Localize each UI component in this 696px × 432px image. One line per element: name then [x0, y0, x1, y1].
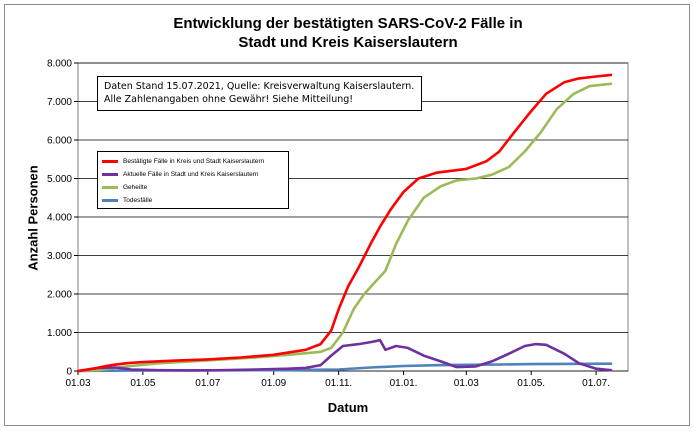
- legend-label-deaths: Todesfälle: [123, 197, 153, 204]
- x-tick-label: 01.01.: [390, 378, 418, 389]
- legend-label-active: Aktuelle Fälle in Stadt und Kreis Kaiser…: [123, 171, 259, 178]
- legend-item: Geheilte: [102, 181, 284, 194]
- legend-label-confirmed: Bestätigte Fälle in Kreis und Stadt Kais…: [123, 158, 265, 165]
- x-tick-label: 01.03: [454, 378, 479, 389]
- y-tick-label: 6.000: [47, 136, 72, 147]
- x-tick-label: 01.03: [65, 378, 90, 389]
- x-tick-label: 01.09: [261, 378, 286, 389]
- chart-title-line-2: Stadt und Kreis Kaiserslautern: [238, 34, 458, 51]
- legend-swatch-recovered: [102, 186, 118, 189]
- x-tick-label: 01.07.: [582, 378, 610, 389]
- legend-swatch-active: [102, 173, 118, 176]
- y-tick-label: 2.000: [47, 290, 72, 301]
- legend-item: Bestätigte Fälle in Kreis und Stadt Kais…: [102, 155, 284, 168]
- y-tick-label: 0: [66, 367, 72, 378]
- legend-item: Todesfälle: [102, 194, 284, 207]
- legend-label-recovered: Geheilte: [123, 184, 148, 191]
- y-tick-label: 5.000: [47, 174, 72, 185]
- series-line-confirmed: [76, 73, 613, 373]
- series-line-recovered: [76, 82, 613, 373]
- x-tick-label: 01.05.: [517, 378, 545, 389]
- x-tick-label: 01.11.: [325, 378, 352, 389]
- series-line-active: [76, 338, 613, 373]
- y-tick-label: 1.000: [47, 328, 72, 339]
- y-tick-label: 4.000: [47, 213, 72, 224]
- x-tick-label: 01.05: [130, 378, 155, 389]
- legend: Bestätigte Fälle in Kreis und Stadt Kais…: [97, 151, 289, 209]
- data-source-note: Daten Stand 15.07.2021, Quelle: Kreisver…: [97, 76, 422, 111]
- y-tick-label: 7.000: [47, 97, 72, 108]
- y-tick-label: 8.000: [47, 59, 72, 70]
- x-axis-label: Datum: [327, 400, 369, 415]
- legend-swatch-confirmed: [102, 160, 118, 163]
- y-tick-label: 3.000: [47, 251, 72, 262]
- chart-title-line-1: Entwicklung der bestätigten SARS-CoV-2 F…: [173, 15, 523, 32]
- x-tick-label: 01.07: [195, 378, 220, 389]
- chart-title: Entwicklung der bestätigten SARS-CoV-2 F…: [0, 14, 696, 52]
- legend-swatch-deaths: [102, 199, 118, 202]
- legend-item: Aktuelle Fälle in Stadt und Kreis Kaiser…: [102, 168, 284, 181]
